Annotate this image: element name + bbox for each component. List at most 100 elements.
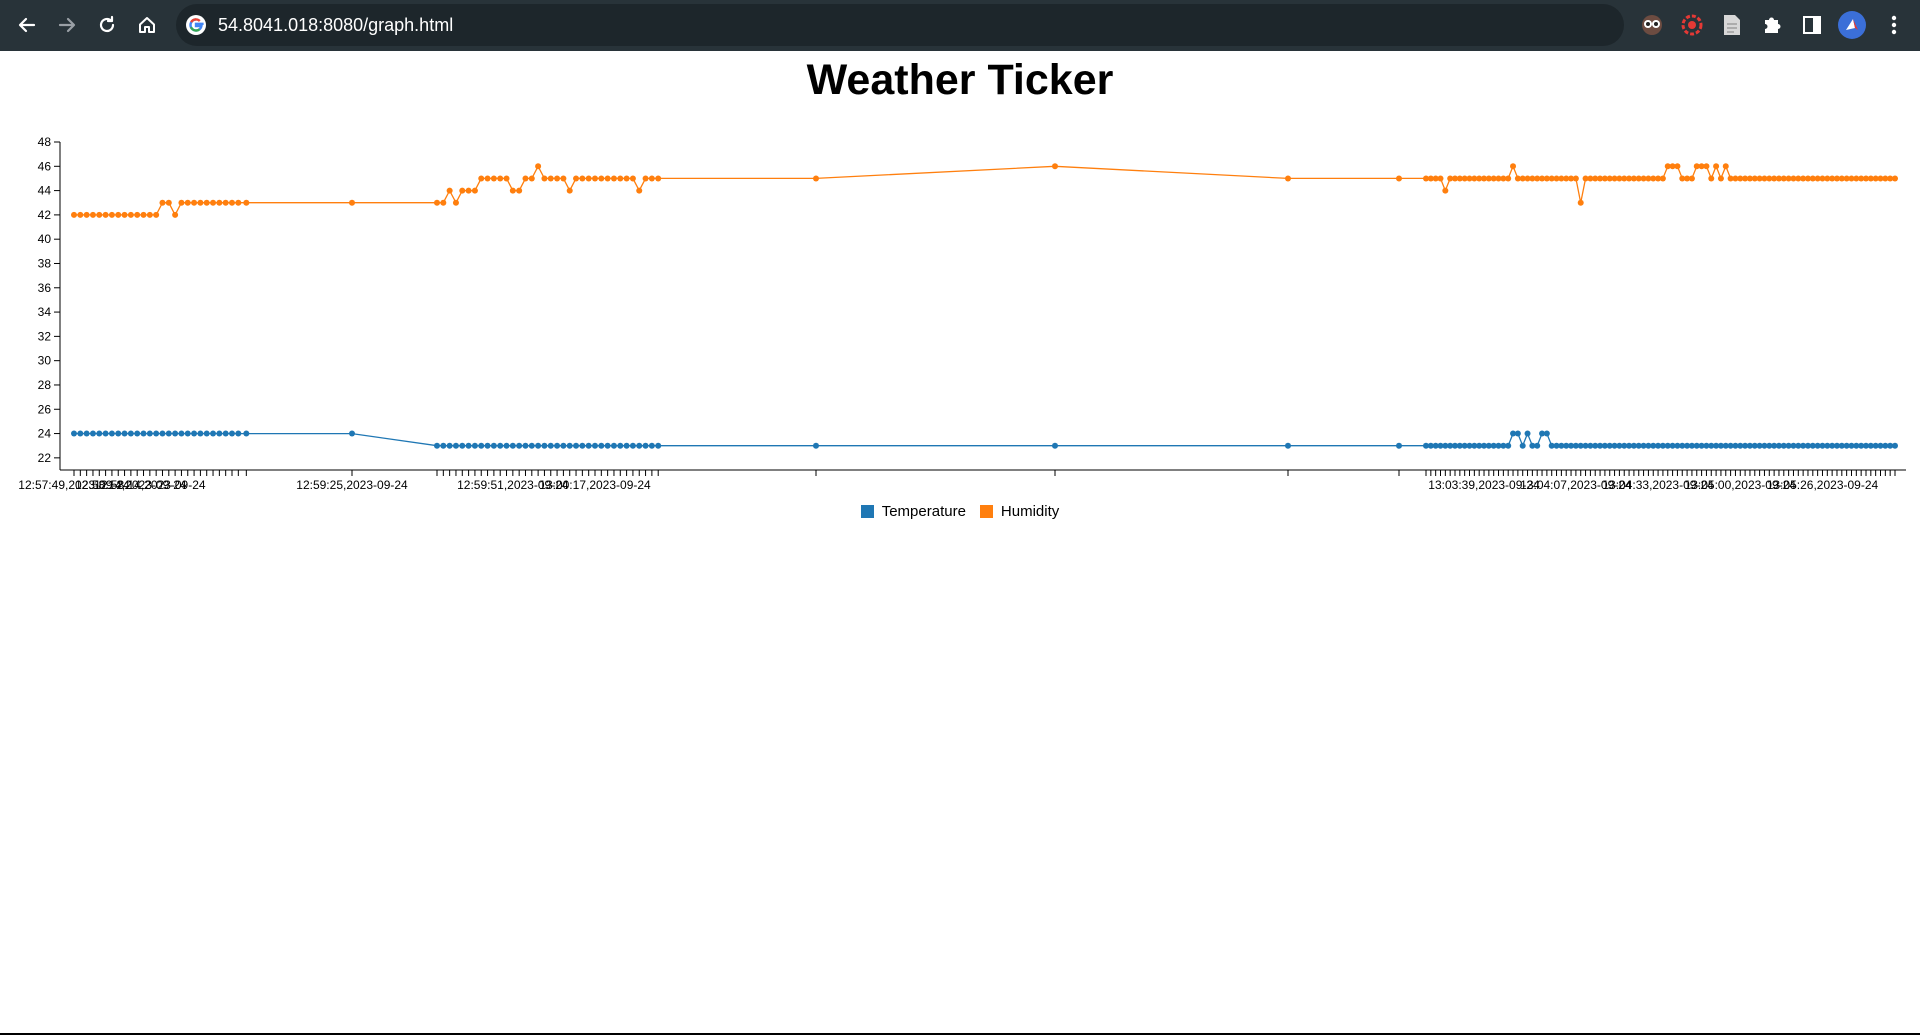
document-icon [1724, 15, 1740, 35]
x-tick-label-2: 12:58:14,2023-09-24 [94, 478, 206, 492]
point-temperature-84 [1495, 442, 1502, 449]
point-temperature-97 [1558, 442, 1565, 449]
address-bar[interactable]: 54.8041.018:8080/graph.html [176, 4, 1624, 46]
point-humidity-73 [1442, 187, 1449, 194]
point-humidity-127 [1703, 163, 1710, 170]
point-temperature-111 [1626, 442, 1633, 449]
url-text[interactable]: 54.8041.018:8080/graph.html [218, 15, 454, 35]
point-temperature-10 [134, 430, 141, 437]
point-temperature-139 [1761, 442, 1768, 449]
point-humidity-152 [1824, 175, 1831, 182]
point-temperature-112 [1630, 442, 1637, 449]
point-humidity-119 [1664, 163, 1671, 170]
point-temperature-52 [579, 442, 586, 449]
point-humidity-82 [1485, 175, 1492, 182]
point-humidity-53 [585, 175, 592, 182]
menu-button[interactable] [1880, 11, 1908, 39]
point-humidity-150 [1814, 175, 1821, 182]
point-temperature-38 [490, 442, 497, 449]
point-humidity-10 [134, 211, 141, 218]
series-line-temperature [74, 431, 1895, 448]
legend-item-humidity: Humidity [979, 503, 1059, 520]
point-humidity-66 [1052, 163, 1058, 170]
point-temperature-135 [1742, 442, 1749, 449]
point-temperature-88 [1514, 430, 1521, 437]
point-temperature-157 [1848, 442, 1855, 449]
point-humidity-3 [89, 211, 96, 218]
point-temperature-136 [1746, 442, 1753, 449]
point-humidity-141 [1771, 175, 1778, 182]
point-humidity-62 [642, 175, 649, 182]
x-tick-label-8: 13:04:33,2023-09-24 [1602, 478, 1714, 492]
point-temperature-16 [172, 430, 179, 437]
home-button[interactable] [130, 9, 164, 41]
point-temperature-77 [1461, 442, 1468, 449]
google-g-icon [186, 15, 206, 35]
point-temperature-96 [1553, 442, 1560, 449]
point-temperature-40 [503, 442, 510, 449]
legend-label-temperature: Temperature [881, 503, 966, 520]
owl-extension-button[interactable] [1638, 11, 1666, 39]
point-humidity-30 [440, 199, 447, 206]
point-humidity-91 [1529, 175, 1536, 182]
point-humidity-101 [1577, 199, 1584, 206]
point-humidity-156 [1843, 175, 1850, 182]
point-humidity-43 [522, 175, 529, 182]
point-humidity-1 [77, 211, 84, 218]
point-temperature-115 [1645, 442, 1652, 449]
point-temperature-33 [459, 442, 466, 449]
point-temperature-29 [434, 442, 440, 449]
point-temperature-155 [1838, 442, 1845, 449]
reload-button[interactable] [90, 9, 124, 41]
point-temperature-79 [1471, 442, 1478, 449]
point-temperature-133 [1732, 442, 1739, 449]
point-humidity-56 [604, 175, 611, 182]
point-humidity-103 [1587, 175, 1594, 182]
point-humidity-68 [1396, 175, 1402, 182]
point-humidity-57 [610, 175, 617, 182]
side-panel-icon [1803, 16, 1821, 34]
side-panel-button[interactable] [1798, 11, 1826, 39]
forward-button[interactable] [50, 9, 84, 41]
point-humidity-40 [503, 175, 510, 182]
extensions-button[interactable] [1758, 11, 1786, 39]
point-temperature-128 [1708, 442, 1715, 449]
point-temperature-107 [1606, 442, 1613, 449]
point-temperature-93 [1539, 430, 1546, 437]
point-temperature-143 [1780, 442, 1787, 449]
profile-button[interactable] [1838, 11, 1866, 39]
point-humidity-39 [497, 175, 504, 182]
back-button[interactable] [10, 9, 44, 41]
point-temperature-159 [1858, 442, 1865, 449]
point-temperature-123 [1684, 442, 1691, 449]
point-temperature-4 [96, 430, 103, 437]
point-humidity-77 [1461, 175, 1468, 182]
point-temperature-21 [203, 430, 210, 437]
point-humidity-33 [459, 187, 466, 194]
point-temperature-102 [1582, 442, 1589, 449]
point-temperature-147 [1800, 442, 1807, 449]
point-temperature-132 [1727, 442, 1734, 449]
point-humidity-94 [1543, 175, 1550, 182]
point-temperature-5 [102, 430, 109, 437]
point-humidity-159 [1858, 175, 1865, 182]
point-humidity-115 [1645, 175, 1652, 182]
point-temperature-122 [1679, 442, 1686, 449]
point-temperature-82 [1485, 442, 1492, 449]
y-tick-label-40: 40 [38, 232, 52, 246]
document-extension-button[interactable] [1718, 11, 1746, 39]
point-temperature-156 [1843, 442, 1850, 449]
point-humidity-52 [579, 175, 586, 182]
point-humidity-55 [598, 175, 605, 182]
point-humidity-87 [1510, 163, 1517, 170]
weather-line-chart: 22 24 26 28 30 32 34 36 38 40 42 44 46 48 12:57:49,202… [18, 135, 1906, 492]
point-temperature-34 [465, 442, 472, 449]
point-humidity-74 [1447, 175, 1454, 182]
point-temperature-72 [1437, 442, 1444, 449]
point-temperature-114 [1640, 442, 1647, 449]
point-humidity-71 [1432, 175, 1439, 182]
point-humidity-92 [1534, 175, 1541, 182]
point-humidity-34 [465, 187, 472, 194]
red-circle-extension-button[interactable] [1678, 11, 1706, 39]
point-humidity-25 [229, 199, 235, 206]
